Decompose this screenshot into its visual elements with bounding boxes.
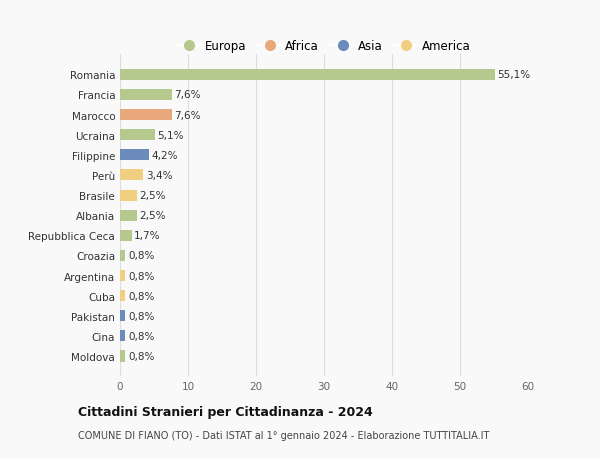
Text: 4,2%: 4,2%	[151, 151, 178, 161]
Text: 7,6%: 7,6%	[175, 110, 201, 120]
Bar	[120, 190, 137, 201]
Bar	[120, 70, 494, 81]
Bar	[120, 291, 125, 302]
Text: 0,8%: 0,8%	[128, 311, 155, 321]
Legend: Europa, Africa, Asia, America: Europa, Africa, Asia, America	[173, 35, 475, 58]
Text: COMUNE DI FIANO (TO) - Dati ISTAT al 1° gennaio 2024 - Elaborazione TUTTITALIA.I: COMUNE DI FIANO (TO) - Dati ISTAT al 1° …	[78, 431, 490, 440]
Bar	[120, 110, 172, 121]
Bar	[120, 230, 131, 241]
Bar	[120, 170, 143, 181]
Text: 7,6%: 7,6%	[175, 90, 201, 100]
Text: 2,5%: 2,5%	[140, 190, 166, 201]
Bar	[120, 210, 137, 221]
Bar	[120, 270, 125, 281]
Text: 2,5%: 2,5%	[140, 211, 166, 221]
Text: 0,8%: 0,8%	[128, 251, 155, 261]
Text: 0,8%: 0,8%	[128, 351, 155, 361]
Bar	[120, 150, 149, 161]
Bar	[120, 130, 155, 141]
Bar	[120, 351, 125, 362]
Text: 0,8%: 0,8%	[128, 291, 155, 301]
Bar	[120, 90, 172, 101]
Bar	[120, 330, 125, 341]
Text: 1,7%: 1,7%	[134, 231, 161, 241]
Text: 0,8%: 0,8%	[128, 271, 155, 281]
Text: 55,1%: 55,1%	[497, 70, 530, 80]
Bar	[120, 250, 125, 262]
Text: Cittadini Stranieri per Cittadinanza - 2024: Cittadini Stranieri per Cittadinanza - 2…	[78, 405, 373, 419]
Bar	[120, 311, 125, 322]
Text: 0,8%: 0,8%	[128, 331, 155, 341]
Text: 3,4%: 3,4%	[146, 171, 172, 180]
Text: 5,1%: 5,1%	[157, 130, 184, 140]
